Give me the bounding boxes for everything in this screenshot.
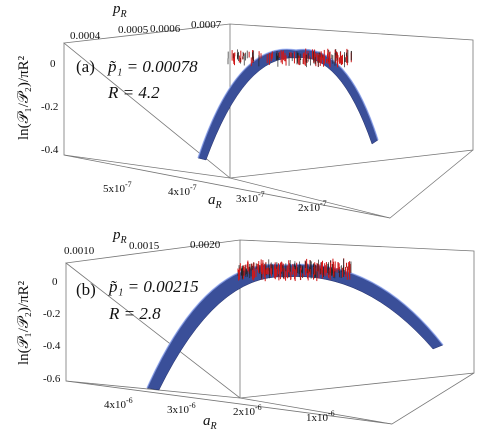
panel-label-a: (a) — [76, 57, 95, 76]
panel-b: (b) p̃₁ = 0.00215 R = 2.8 0 -0.2 -0.4 -0… — [16, 227, 475, 431]
bottom-tick-b-3: 1x10-6 — [306, 409, 335, 424]
box-a-front — [63, 43, 474, 219]
z-tick-a-1: -0.2 — [41, 101, 58, 113]
bottom-tick-b-2: 2x10-6 — [233, 403, 262, 418]
y-axis-label-a: ln(𝒫₁/𝒫₂)/πR² — [16, 55, 32, 140]
annotation-p1-a: p̃₁ = 0.00078 — [107, 57, 198, 76]
box-b-floor-left — [65, 380, 241, 399]
top-tick-a-3: 0.0007 — [191, 19, 222, 31]
box-b-back — [64, 239, 475, 399]
top-tick-a-2: 0.0006 — [150, 23, 181, 35]
top-tick-b-0: 0.0010 — [64, 245, 95, 257]
y-axis-label-b: ln(𝒫₁/𝒫₂)/πR² — [16, 280, 32, 365]
bottom-axis-label-a: aR — [208, 192, 222, 211]
surface-highlight — [197, 48, 379, 159]
top-tick-a-1: 0.0005 — [118, 24, 149, 36]
box-b-floor-right — [239, 397, 393, 425]
annotation-R-a: R = 4.2 — [107, 83, 160, 102]
bottom-tick-b-0: 4x10-6 — [104, 396, 133, 411]
bottom-tick-a-1: 4x10-7 — [168, 183, 197, 198]
panel-label-b: (b) — [76, 280, 96, 299]
panel-a: (a) p̃₁ = 0.00078 R = 4.2 0 -0.2 -0.4 pR… — [16, 1, 474, 219]
top-tick-a-0: 0.0004 — [70, 30, 101, 42]
data-points-a — [227, 48, 352, 68]
box-a-floor-left — [63, 154, 231, 179]
top-tick-b-2: 0.0020 — [190, 239, 221, 251]
surface-sheet — [197, 49, 379, 161]
bottom-tick-a-3: 2x10-7 — [298, 199, 327, 214]
surface-a — [197, 48, 379, 161]
top-tick-b-1: 0.0015 — [129, 240, 160, 252]
z-tick-b-0: 0 — [52, 276, 58, 288]
annotation-R-b: R = 2.8 — [108, 304, 161, 323]
z-tick-a-2: -0.4 — [41, 144, 59, 156]
bottom-tick-a-0: 5x10-7 — [103, 180, 132, 195]
top-axis-label-a: pR — [112, 1, 127, 20]
data-points-b — [237, 258, 352, 282]
top-axis-label-b: pR — [112, 227, 127, 246]
annotation-p1-b: p̃₁ = 0.00215 — [108, 277, 199, 296]
bottom-axis-label-b: aR — [203, 413, 217, 431]
z-tick-b-2: -0.4 — [43, 340, 61, 352]
z-tick-b-1: -0.2 — [43, 308, 60, 320]
bottom-tick-b-1: 3x10-6 — [167, 401, 196, 416]
bottom-tick-a-2: 3x10-7 — [236, 190, 265, 205]
z-tick-a-0: 0 — [50, 58, 56, 70]
z-tick-b-3: -0.6 — [43, 373, 61, 385]
box-b-front — [65, 263, 475, 425]
box-a-floor-right — [229, 177, 391, 219]
